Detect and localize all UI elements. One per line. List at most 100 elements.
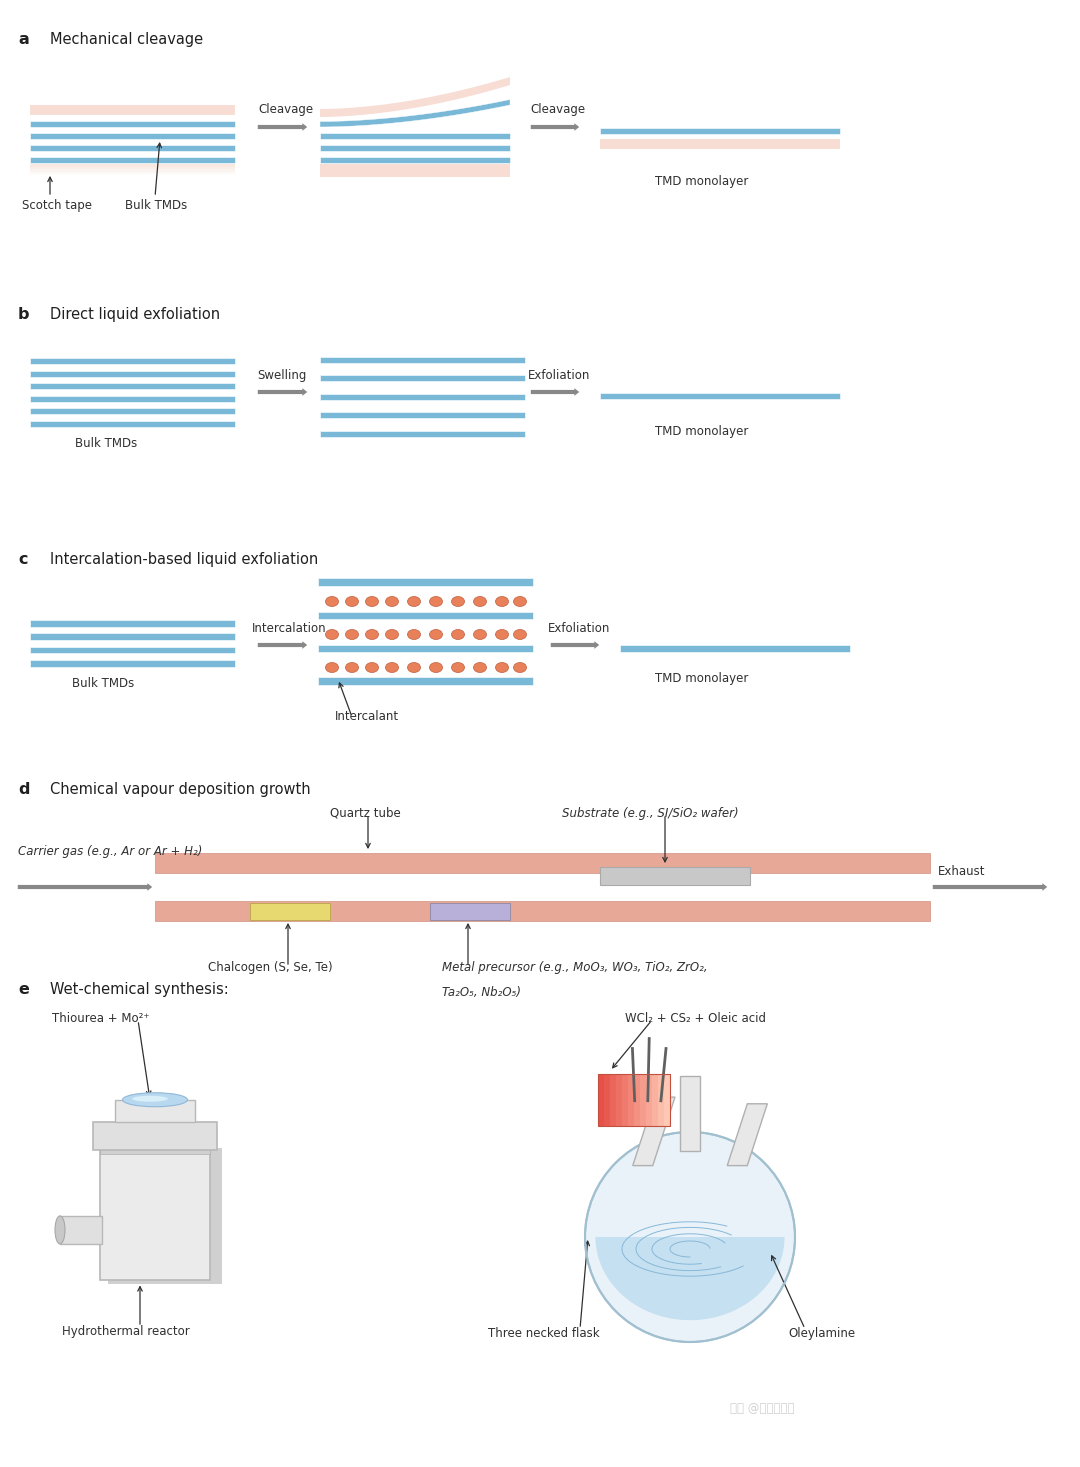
Ellipse shape — [122, 1093, 188, 1106]
Bar — [634, 1074, 640, 1127]
Text: a: a — [18, 32, 29, 47]
Ellipse shape — [325, 629, 338, 640]
Bar — [664, 1074, 671, 1127]
Bar — [30, 157, 235, 163]
Ellipse shape — [365, 629, 378, 640]
Bar — [600, 867, 750, 885]
Polygon shape — [633, 1097, 675, 1166]
Ellipse shape — [513, 597, 527, 606]
Bar — [116, 1100, 194, 1122]
Text: 知乎 @科学材料站: 知乎 @科学材料站 — [730, 1402, 795, 1416]
Bar — [93, 1122, 217, 1150]
Bar — [30, 358, 235, 364]
Ellipse shape — [346, 597, 359, 606]
Ellipse shape — [473, 663, 486, 672]
Text: Intercalation: Intercalation — [252, 622, 326, 635]
Bar — [600, 129, 840, 133]
Ellipse shape — [430, 663, 443, 672]
Bar — [30, 164, 235, 178]
Text: Exfoliation: Exfoliation — [528, 370, 591, 381]
Bar — [30, 660, 235, 667]
Text: Ta₂O₅, Nb₂O₅): Ta₂O₅, Nb₂O₅) — [442, 986, 521, 999]
Bar — [30, 106, 235, 107]
Ellipse shape — [513, 629, 527, 640]
Bar — [30, 122, 235, 128]
Bar — [622, 1074, 629, 1127]
Bar — [60, 1216, 102, 1244]
Bar — [320, 356, 525, 362]
Text: Scotch tape: Scotch tape — [22, 200, 92, 213]
Text: Carrier gas (e.g., Ar or Ar + H₂): Carrier gas (e.g., Ar or Ar + H₂) — [18, 845, 202, 858]
Bar — [108, 1147, 222, 1284]
Bar — [620, 645, 850, 651]
Polygon shape — [320, 100, 510, 128]
Bar — [30, 383, 235, 390]
Bar — [600, 393, 840, 399]
Bar — [320, 164, 510, 178]
Ellipse shape — [132, 1096, 167, 1102]
Bar — [604, 1074, 611, 1127]
Ellipse shape — [407, 597, 420, 606]
Ellipse shape — [430, 629, 443, 640]
Text: WCl₂ + CS₂ + Oleic acid: WCl₂ + CS₂ + Oleic acid — [625, 1012, 766, 1025]
Bar — [318, 612, 534, 619]
Text: Intercalation-based liquid exfoliation: Intercalation-based liquid exfoliation — [50, 552, 319, 568]
Ellipse shape — [451, 663, 464, 672]
Polygon shape — [727, 1103, 767, 1166]
Text: c: c — [18, 552, 27, 568]
Text: Bulk TMDs: Bulk TMDs — [75, 437, 137, 450]
Text: Direct liquid exfoliation: Direct liquid exfoliation — [50, 307, 220, 321]
Bar — [318, 644, 534, 651]
Bar — [627, 1074, 635, 1127]
Bar — [30, 172, 235, 175]
Text: Mechanical cleavage: Mechanical cleavage — [50, 32, 203, 47]
Text: Thiourea + Mo²⁺: Thiourea + Mo²⁺ — [52, 1012, 149, 1025]
Bar — [30, 106, 235, 114]
Ellipse shape — [346, 629, 359, 640]
Ellipse shape — [386, 663, 399, 672]
Bar — [30, 647, 235, 653]
Polygon shape — [320, 76, 510, 117]
Bar — [30, 133, 235, 139]
Ellipse shape — [386, 597, 399, 606]
Text: Swelling: Swelling — [257, 370, 307, 381]
Bar — [651, 1074, 659, 1127]
Text: Three necked flask: Three necked flask — [488, 1328, 599, 1339]
Bar — [616, 1074, 623, 1127]
Bar — [320, 431, 525, 437]
Bar — [30, 169, 235, 172]
Ellipse shape — [407, 663, 420, 672]
Bar — [30, 371, 235, 377]
Ellipse shape — [473, 597, 486, 606]
Text: Exfoliation: Exfoliation — [548, 622, 610, 635]
Text: Oleylamine: Oleylamine — [788, 1328, 855, 1339]
Bar — [30, 421, 235, 427]
Text: Quartz tube: Quartz tube — [330, 807, 401, 820]
Bar — [639, 1074, 647, 1127]
Ellipse shape — [365, 597, 378, 606]
Bar — [30, 110, 235, 113]
Polygon shape — [595, 1237, 784, 1320]
Text: TMD monolayer: TMD monolayer — [654, 672, 748, 685]
Ellipse shape — [55, 1216, 65, 1244]
Ellipse shape — [325, 597, 338, 606]
Ellipse shape — [430, 597, 443, 606]
Bar — [30, 175, 235, 178]
Bar — [597, 1074, 670, 1127]
Bar — [646, 1074, 652, 1127]
Bar — [100, 1147, 210, 1279]
Bar — [658, 1074, 665, 1127]
Ellipse shape — [451, 597, 464, 606]
Ellipse shape — [407, 629, 420, 640]
Bar — [30, 113, 235, 114]
Ellipse shape — [365, 663, 378, 672]
Bar — [30, 107, 235, 110]
Text: Cleavage: Cleavage — [530, 103, 585, 116]
Text: Wet-chemical synthesis:: Wet-chemical synthesis: — [50, 981, 229, 998]
Ellipse shape — [473, 629, 486, 640]
Text: Hydrothermal reactor: Hydrothermal reactor — [62, 1325, 190, 1338]
Bar — [610, 1074, 617, 1127]
Bar — [320, 157, 510, 163]
Bar — [30, 396, 235, 402]
Ellipse shape — [451, 629, 464, 640]
